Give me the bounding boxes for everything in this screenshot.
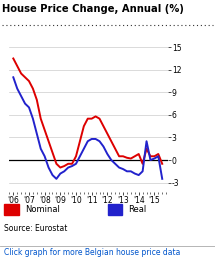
Text: Real: Real xyxy=(129,205,147,214)
Bar xyxy=(4,204,19,214)
Text: Source: Eurostat: Source: Eurostat xyxy=(4,224,68,233)
Text: Nominal: Nominal xyxy=(25,205,60,214)
Text: House Price Change, Annual (%): House Price Change, Annual (%) xyxy=(2,4,184,14)
Text: Click graph for more Belgian house price data: Click graph for more Belgian house price… xyxy=(4,248,181,257)
Bar xyxy=(108,204,122,214)
